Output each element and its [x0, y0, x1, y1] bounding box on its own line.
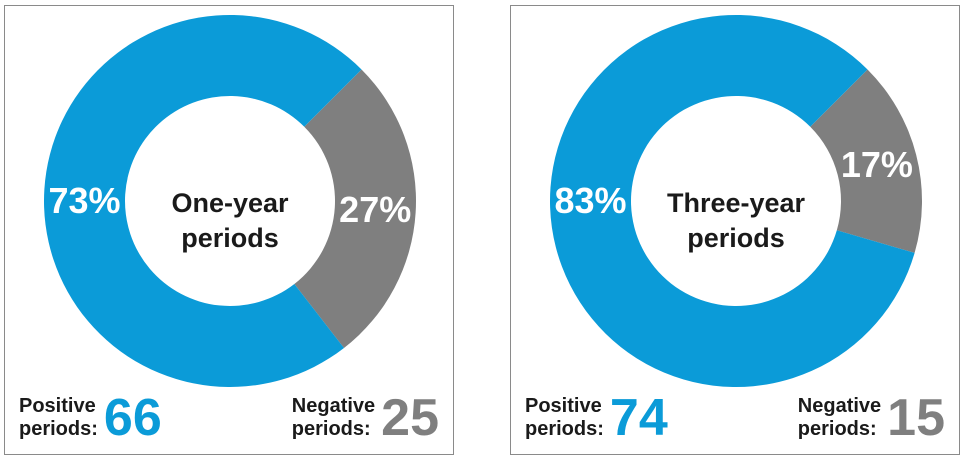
- positive-percent-label: 83%: [554, 180, 626, 221]
- positive-periods-label: Positive periods:: [19, 395, 98, 441]
- one-year-chart-panel: 27% 73% One-year periods Positive periods…: [4, 5, 454, 455]
- positive-label-line2: periods:: [19, 418, 98, 440]
- negative-periods-legend: Negative periods: 25: [292, 392, 439, 444]
- positive-label-line1: Positive: [19, 395, 96, 417]
- one-year-center-title: One-year periods: [130, 186, 330, 256]
- negative-label-line1: Negative: [797, 395, 882, 417]
- one-year-donut-chart: 27% 73%: [43, 14, 416, 387]
- center-title-line2: periods: [687, 223, 785, 253]
- positive-periods-legend: Positive periods: 74: [525, 392, 668, 444]
- negative-slice: [294, 69, 416, 348]
- positive-slice: [550, 14, 915, 387]
- negative-periods-count: 15: [887, 389, 945, 447]
- negative-label-line2: periods:: [291, 418, 371, 440]
- center-title-line1: One-year: [171, 188, 289, 218]
- positive-periods-count: 74: [609, 389, 668, 447]
- center-title-line2: periods: [181, 223, 279, 253]
- positive-slice: [43, 14, 362, 387]
- negative-periods-count: 25: [381, 389, 439, 447]
- positive-percent-label: 73%: [48, 180, 120, 221]
- negative-periods-label: Negative periods:: [292, 395, 375, 441]
- center-title-line1: Three-year: [666, 188, 806, 218]
- positive-periods-count: 66: [103, 389, 162, 447]
- negative-slice: [810, 69, 922, 253]
- negative-periods-label: Negative periods:: [798, 395, 881, 441]
- positive-periods-legend: Positive periods: 66: [19, 392, 162, 444]
- three-year-center-title: Three-year periods: [636, 186, 836, 256]
- negative-periods-legend: Negative periods: 15: [798, 392, 945, 444]
- positive-periods-label: Positive periods:: [525, 395, 604, 441]
- positive-label-line1: Positive: [525, 395, 602, 417]
- three-year-donut-chart: 17% 83%: [550, 14, 922, 387]
- negative-percent-label: 27%: [339, 189, 411, 230]
- positive-label-line2: periods:: [525, 418, 604, 440]
- negative-percent-label: 17%: [841, 144, 913, 185]
- negative-label-line2: periods:: [797, 418, 877, 440]
- negative-label-line1: Negative: [291, 395, 376, 417]
- three-year-chart-panel: 17% 83% Three-year periods Positive perio…: [510, 5, 960, 455]
